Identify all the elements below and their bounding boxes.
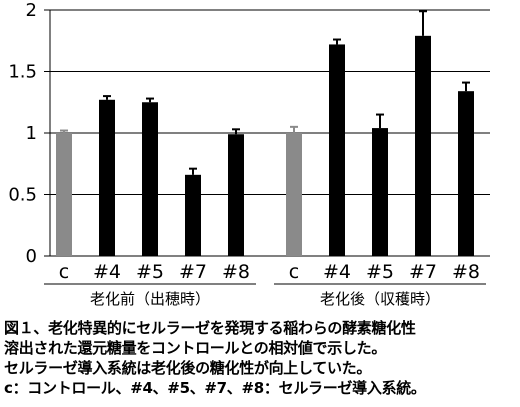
bar-1-2 [99,99,115,256]
bar-1-4 [185,174,201,256]
bar-2-1 [286,133,302,256]
caption-line-4: c：コントロール、#4、#5、#7、#8：セルラーゼ導入系統。 [4,379,426,397]
y-tick-label: 2 [26,0,37,21]
category-label: #8 [452,261,480,283]
bar-chart: 0 0.5 1 1.5 2 c #4 #5 #7 #8 老化前（出穂時） c #4 #5 #7 #8 老化後（収… [8,0,490,308]
category-label: #7 [409,261,437,283]
bar-2-2 [329,44,345,256]
group-label-2: 老化後（収穫時） [320,290,440,308]
category-label: #8 [222,261,250,283]
category-label: c [289,261,299,283]
y-tick-label: 1 [26,123,37,144]
y-tick-label: 0.5 [8,185,37,206]
y-tick-label: 1.5 [8,62,37,83]
category-label: #4 [93,261,121,283]
caption-line-1: 図１、老化特異的にセルラーゼを発現する稲わらの酵素糖化性 [4,319,416,337]
bar-2-4 [415,35,431,256]
bar-2-5 [458,91,474,257]
caption-line-3: セルラーゼ導入系統は老化後の糖化性が向上していた。 [4,359,372,377]
caption-line-2: 溶出された還元糖量をコントロールとの相対値で示した。 [4,339,387,357]
group-label-1: 老化前（出穂時） [90,290,210,308]
bar-1-5 [228,134,244,256]
category-label: #5 [366,261,394,283]
category-label: #5 [136,261,164,283]
category-label: #7 [179,261,207,283]
bar-1-3 [142,102,158,256]
bar-1-1 [56,133,72,256]
bar-2-3 [372,128,388,256]
y-tick-label: 0 [26,246,37,267]
category-label: #4 [323,261,351,283]
category-label: c [59,261,69,283]
figure-caption: 図１、老化特異的にセルラーゼを発現する稲わらの酵素糖化性 溶出された還元糖量をコ… [4,318,516,398]
